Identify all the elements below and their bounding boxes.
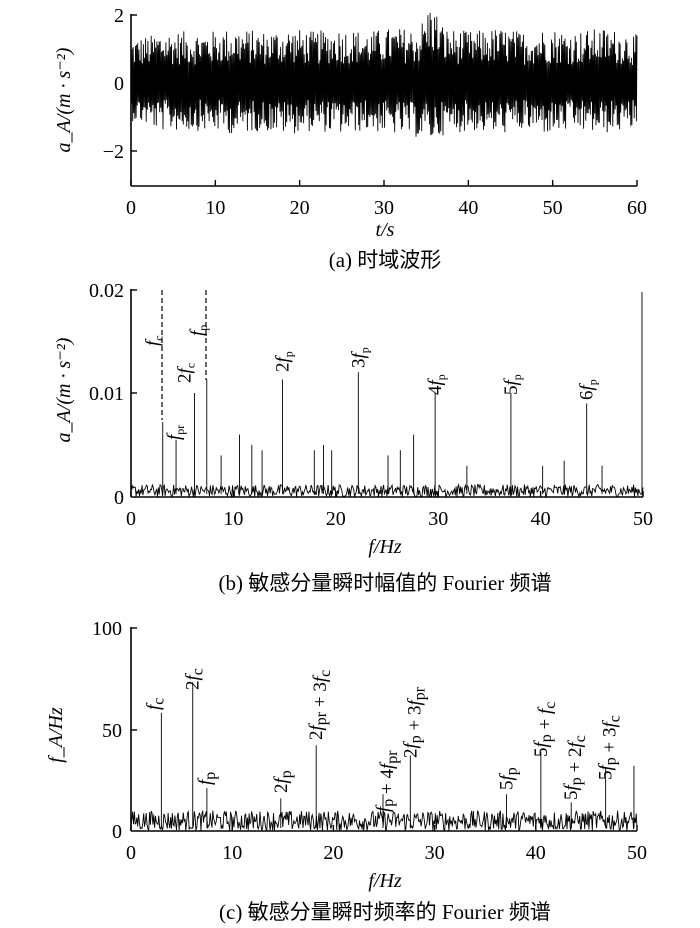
xtick-label: 10 [223, 508, 243, 530]
b-caption: (b) 敏感分量瞬时幅值的 Fourier 频谱 [218, 571, 551, 595]
xtick-label: 50 [543, 197, 563, 219]
peak-label: 2fp [273, 351, 296, 372]
xtick-label: 30 [428, 508, 448, 530]
time-domain-waveform [130, 12, 638, 137]
xtick-label: 20 [290, 197, 310, 219]
a-ylabel: a_A/(m · s⁻²) [53, 47, 75, 152]
panel-a: 2 0 −2 0 10 20 30 40 50 60 a_A/(m · s⁻²) t/s (… [53, 5, 647, 272]
peak-label: 5fp [496, 767, 520, 790]
xtick-label: 30 [425, 842, 445, 864]
b-annotations: fc fpr 2fc fp 2fp 3fp 4fp 5fp 6fp [143, 325, 600, 440]
a-xlabel: t/s [376, 219, 395, 241]
panel-c: 100 50 0 0 10 20 30 40 50 fc 2fc fp 2fp 2fpr + 3f… [45, 618, 647, 924]
frequency-spectrum-noise [130, 810, 638, 833]
peak-label: fpr [164, 425, 187, 440]
amplitude-spectrum-peaks [162, 292, 643, 494]
peak-label: 6fp [577, 379, 600, 400]
peak-label: 5fp + 3fc [596, 715, 624, 780]
xtick-label: 40 [526, 842, 546, 864]
c-ytick-label: 0 [112, 821, 122, 843]
xtick-label: 0 [126, 508, 136, 530]
c-ytick-label: 50 [102, 720, 122, 742]
a-caption: (a) 时域波形 [329, 248, 442, 272]
peak-label: fp + 4fpr [373, 750, 401, 812]
xtick-label: 0 [126, 197, 136, 219]
peak-label: 2fc [183, 668, 207, 690]
peak-label: 2fp + 3fpr [400, 686, 428, 758]
xtick-label: 10 [205, 197, 225, 219]
b-xticks: 0 10 20 30 40 50 [126, 491, 653, 530]
peak-label: fp [195, 772, 219, 785]
xtick-label: 10 [222, 842, 242, 864]
a-ytick-label: 2 [114, 5, 124, 27]
peak-label: 3fp [348, 347, 371, 368]
xtick-label: 20 [326, 508, 346, 530]
a-xticks: 0 10 20 30 40 50 60 [126, 180, 647, 219]
c-xticks: 0 10 20 30 40 50 [126, 825, 647, 864]
peak-label: fp [187, 325, 210, 336]
b-ylabel: a_A/(m · s⁻²) [53, 337, 75, 442]
peak-label: 4fp [425, 374, 448, 395]
xtick-label: 50 [627, 842, 647, 864]
c-ytick-label: 100 [92, 618, 122, 640]
xtick-label: 50 [633, 508, 653, 530]
xtick-label: 30 [374, 197, 394, 219]
peak-label: 5fp + fc [531, 702, 559, 757]
b-xlabel: f/Hz [368, 536, 402, 558]
c-caption: (c) 敏感分量瞬时频率的 Fourier 频谱 [219, 900, 551, 924]
peak-label: 2fc [174, 363, 197, 383]
xtick-label: 20 [323, 842, 343, 864]
peak-label: fc [143, 698, 167, 710]
xtick-label: 0 [126, 842, 136, 864]
c-xlabel: f/Hz [368, 870, 402, 892]
b-ytick-label: 0 [114, 487, 124, 509]
c-annotations: fc 2fc fp 2fp 2fpr + 3fc fp + 4fpr 2fp + 3fpr 5… [143, 668, 623, 812]
peak-label: 2fp [271, 770, 295, 793]
peak-label: fc [143, 335, 166, 346]
xtick-label: 60 [627, 197, 647, 219]
peak-label: 5fp [501, 374, 524, 395]
b-ytick-label: 0.01 [89, 383, 124, 405]
a-ytick-label: −2 [103, 141, 124, 163]
b-ytick-label: 0.02 [89, 280, 124, 302]
a-ytick-label: 0 [114, 73, 124, 95]
peak-label: 2fpr + 3fc [306, 670, 334, 740]
peak-label: 5fp + 2fc [561, 735, 589, 800]
frequency-spectrum-peaks [160, 682, 635, 828]
amplitude-spectrum-noise [130, 483, 644, 499]
xtick-label: 40 [458, 197, 478, 219]
panel-b: 0.02 0.01 0 0 10 20 30 40 50 fc fpr 2fc fp 2fp 3fp… [53, 280, 653, 595]
c-ylabel: f_A/Hz [45, 707, 67, 763]
xtick-label: 40 [531, 508, 551, 530]
